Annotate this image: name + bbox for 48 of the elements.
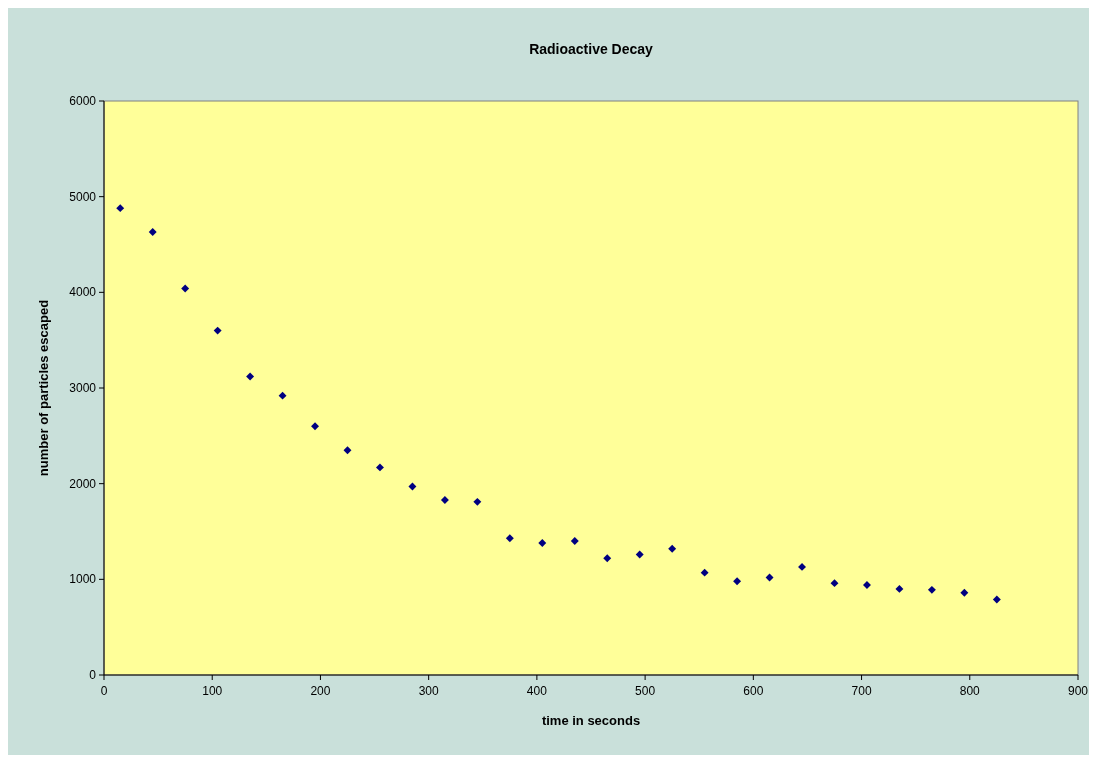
point xyxy=(538,539,547,547)
point xyxy=(733,577,742,586)
y-tick-label: 4000 xyxy=(69,285,97,300)
y-tick-label: 2000 xyxy=(69,476,97,491)
x-axis-title: time in seconds xyxy=(541,713,641,728)
point xyxy=(311,422,319,431)
point xyxy=(246,372,255,381)
point xyxy=(408,482,417,491)
x-tick-label: 500 xyxy=(635,684,656,698)
chart-title: Radioactive Decay xyxy=(529,41,654,57)
point xyxy=(863,581,871,590)
x-tick-label: 300 xyxy=(418,684,439,698)
point xyxy=(505,534,514,543)
x-tick-label: 800 xyxy=(959,684,981,698)
point xyxy=(116,204,125,213)
point xyxy=(343,446,352,455)
x-tick-label: 900 xyxy=(1067,684,1089,698)
point xyxy=(927,585,936,594)
point xyxy=(440,495,449,504)
point xyxy=(635,550,644,559)
point xyxy=(798,562,806,571)
point xyxy=(765,573,774,582)
y-axis-title: number of particles escaped xyxy=(36,299,51,477)
point xyxy=(895,584,904,593)
point xyxy=(376,463,384,472)
point xyxy=(830,579,839,588)
x-tick-label: 0 xyxy=(100,684,108,698)
y-tick-label: 6000 xyxy=(69,94,97,108)
y-tick-label: 5000 xyxy=(69,189,97,204)
point xyxy=(668,544,677,553)
x-tick-label: 600 xyxy=(743,684,764,698)
point xyxy=(570,537,579,546)
point xyxy=(603,554,612,563)
x-tick-label: 400 xyxy=(526,684,548,698)
point xyxy=(992,595,1001,604)
point xyxy=(148,228,157,237)
y-tick-label: 3000 xyxy=(69,381,97,395)
point xyxy=(960,588,969,597)
x-tick-label: 100 xyxy=(202,684,223,698)
point xyxy=(278,391,287,400)
y-tick-label: 1000 xyxy=(69,572,97,587)
point xyxy=(181,284,190,293)
y-tick-label: 0 xyxy=(89,668,97,682)
x-tick-label: 200 xyxy=(310,684,331,698)
point xyxy=(473,497,482,506)
point xyxy=(213,326,222,335)
x-tick-label: 700 xyxy=(851,684,872,698)
point xyxy=(700,568,709,577)
